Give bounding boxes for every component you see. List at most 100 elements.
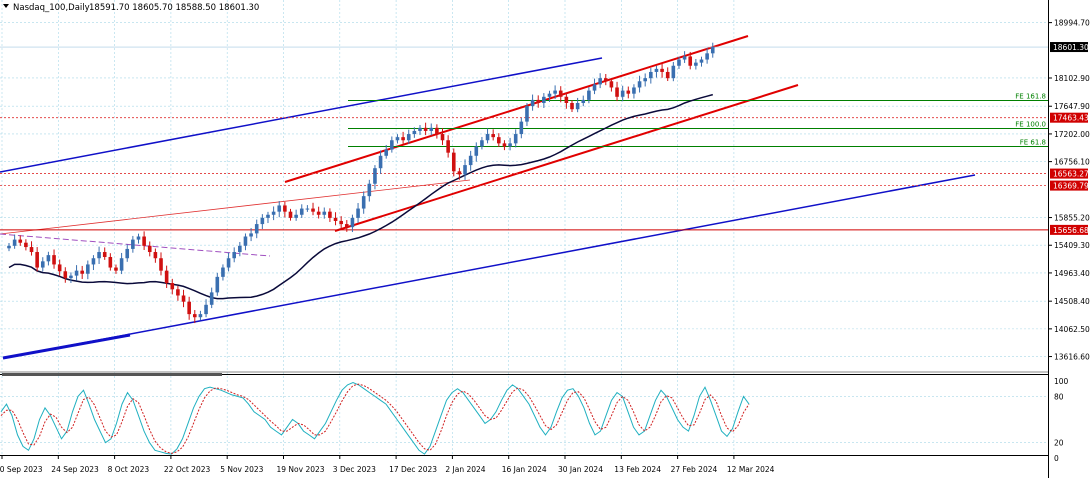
candle-body: [86, 264, 90, 274]
candle-body: [682, 56, 687, 60]
candle-body: [226, 258, 231, 268]
time-scale: 10 Sep 2023 24 Sep 2023 8 Oct 2023 22 Oct 2…: [0, 455, 775, 474]
candle-body: [322, 211, 327, 215]
candle-body: [125, 248, 130, 259]
candle-body: [665, 71, 670, 79]
candle-body: [497, 137, 501, 144]
candle-body: [412, 130, 417, 135]
price-tick-label: 16756.10: [1054, 158, 1090, 167]
level-price-label: 16369.79: [1053, 182, 1089, 191]
candle-body: [153, 252, 158, 259]
candle-body: [181, 295, 186, 302]
time-tick-label: 27 Feb 2024: [671, 465, 718, 474]
candle-body: [654, 68, 659, 72]
candle-body: [136, 236, 141, 240]
candle-body: [705, 53, 709, 60]
last-price-badge: [1050, 42, 1088, 53]
price-tick-label: 14508.40: [1054, 297, 1090, 306]
candle-body: [491, 134, 495, 138]
candle-body: [131, 239, 135, 249]
blue-channel-upper-line[interactable]: [0, 57, 603, 173]
candle-body: [18, 239, 23, 243]
blue-channel-lower-line-bold: [2, 333, 131, 360]
candle-body: [328, 211, 332, 218]
price-tick-label: 18102.90: [1054, 74, 1090, 83]
time-tick-label: 8 Oct 2023: [108, 465, 150, 474]
candle-body: [418, 127, 422, 131]
candle-body: [558, 90, 563, 97]
candle-body: [215, 276, 220, 293]
candle-body: [119, 258, 124, 271]
candle-body: [508, 143, 512, 147]
price-tick-label: 14963.40: [1054, 269, 1090, 278]
candle-body: [643, 78, 647, 82]
scroll-indicator[interactable]: [2, 373, 222, 376]
candle-body: [637, 81, 642, 88]
level-price-badge: [1050, 112, 1088, 123]
candle-body: [485, 134, 490, 141]
time-tick-label: 3 Dec 2023: [333, 465, 376, 474]
candle-body: [266, 214, 270, 218]
candle-body: [677, 59, 681, 66]
time-tick-label: 19 Nov 2023: [277, 465, 325, 474]
candle-body: [114, 267, 118, 271]
red-channel-upper-line[interactable]: [284, 35, 749, 183]
price-tick-label: 13616.60: [1054, 353, 1090, 362]
blue-channel-lower-line[interactable]: [2, 174, 976, 359]
candle-body: [592, 84, 597, 91]
candle-body: [401, 137, 405, 141]
candle-body: [361, 196, 366, 209]
candle-body: [547, 93, 552, 97]
candle-body: [699, 59, 704, 63]
purple-dashed-line[interactable]: [0, 233, 271, 257]
stoch-tick-label: 100: [1054, 377, 1069, 386]
candle-body: [271, 211, 276, 215]
candle-body: [603, 78, 608, 82]
menu-triangle-icon[interactable]: [3, 4, 9, 8]
candle-body: [710, 47, 715, 54]
level-price-label: 16563.27: [1053, 170, 1089, 179]
candle-body: [519, 121, 524, 135]
time-tick-label: 30 Jan 2024: [558, 465, 603, 474]
candle-body: [311, 208, 315, 212]
candle-body: [429, 127, 434, 131]
candle-body: [373, 168, 377, 184]
candle-body: [406, 134, 411, 141]
candle-body: [232, 252, 236, 259]
candle-body: [446, 140, 450, 153]
candle-body: [451, 152, 456, 172]
candle-body: [24, 242, 28, 248]
thin-trend-line[interactable]: [0, 179, 471, 235]
price-tick-label: 15855.20: [1054, 214, 1090, 223]
grid-layer: [0, 0, 1048, 455]
candle-body: [254, 224, 259, 234]
candle-body: [435, 127, 439, 135]
candle-body: [626, 90, 631, 94]
candle-body: [615, 87, 619, 97]
time-tick-label: 13 Feb 2024: [614, 465, 661, 474]
candle-body: [12, 239, 17, 246]
candle-body: [147, 245, 152, 253]
stochastic-layer: [0, 381, 750, 455]
last-price-label: 18601.30: [1053, 43, 1089, 52]
candle-body: [457, 171, 462, 175]
candle-body: [164, 270, 169, 284]
candle-body: [204, 304, 208, 315]
candle-body: [102, 252, 107, 257]
candle-body: [187, 301, 191, 315]
candles-layer: [7, 42, 715, 324]
candle-body: [7, 245, 11, 249]
stoch-main-line: [0, 381, 750, 455]
candle-body: [198, 314, 203, 318]
candle-body: [502, 143, 507, 147]
red-channel-lower-line[interactable]: [334, 84, 799, 232]
candle-body: [142, 236, 146, 246]
candle-body: [294, 214, 298, 218]
price-scale: 18994.70 18102.90 17647.90 17202.00 16756.10…: [1048, 19, 1090, 463]
price-tick-label: 18994.70: [1054, 19, 1090, 28]
time-tick-label: 5 Nov 2023: [220, 465, 263, 474]
candle-body: [570, 103, 574, 110]
candle-body: [688, 56, 693, 66]
